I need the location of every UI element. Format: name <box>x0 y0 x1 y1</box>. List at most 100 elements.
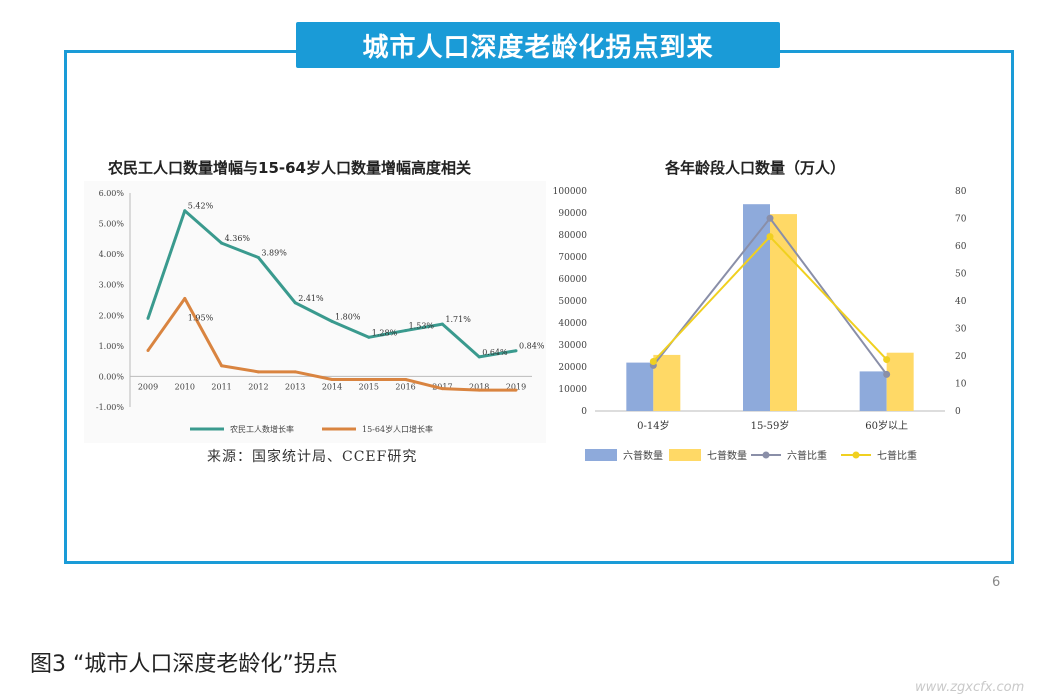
figure-caption: 图3 “城市人口深度老龄化”拐点 <box>30 652 338 677</box>
y2-tick-label: 70 <box>955 215 967 225</box>
y-tick-label: 5.00% <box>99 220 125 229</box>
left-chart-title: 农民工人口数量增幅与15-64岁人口数量增幅高度相关 <box>108 159 471 177</box>
source-note: 来源：国家统计局、CCEF研究 <box>207 449 418 465</box>
category-label: 60岁以上 <box>865 419 908 432</box>
y2-tick-label: 20 <box>955 352 967 362</box>
y-tick-label: 30000 <box>558 341 587 351</box>
y-tick-label: -1.00% <box>96 403 125 412</box>
x-tick-label: 2016 <box>395 382 415 391</box>
y2-tick-label: 50 <box>955 270 967 280</box>
y-tick-label: 20000 <box>558 363 587 373</box>
y2-tick-label: 80 <box>955 187 967 197</box>
y-tick-label: 70000 <box>558 253 587 263</box>
data-point <box>146 348 150 352</box>
x-tick-label: 2011 <box>211 382 231 391</box>
ratio-marker <box>883 356 891 364</box>
ratio-marker <box>766 214 774 222</box>
data-point <box>293 370 297 374</box>
data-point <box>146 316 150 320</box>
bar <box>886 352 914 411</box>
category-label: 15-59岁 <box>751 419 790 432</box>
data-label: 1.71% <box>445 315 471 324</box>
legend-swatch <box>669 449 701 461</box>
data-label: 0.64% <box>482 348 508 357</box>
ratio-marker <box>883 370 891 378</box>
bar <box>859 371 887 411</box>
data-point <box>404 329 408 333</box>
data-point <box>477 355 481 359</box>
data-point <box>330 377 334 381</box>
data-point <box>183 296 187 300</box>
data-label: 1.80% <box>335 312 361 321</box>
data-label: 1.28% <box>372 328 398 337</box>
data-point <box>440 322 444 326</box>
data-point <box>220 241 224 245</box>
population-bar-chart: 1000009000080000700006000050000400003000… <box>553 187 967 462</box>
y-tick-label: 4.00% <box>99 250 125 259</box>
x-tick-label: 2017 <box>432 382 452 391</box>
bar <box>743 204 770 411</box>
x-tick-label: 2012 <box>248 382 268 391</box>
growth-line-chart: 6.00% 5.00% 4.00% 3.00% 2.00% 1.00% 0.00% -1.00… <box>96 189 545 434</box>
y-tick-label: 0 <box>581 407 587 417</box>
y-tick-label: 80000 <box>558 231 587 241</box>
y-tick-label: 3.00% <box>99 281 125 290</box>
y-tick-label: 100000 <box>553 187 588 197</box>
y-tick-label: 6.00% <box>99 189 125 198</box>
legend-label: 15-64岁人口增长率 <box>362 424 433 434</box>
right-chart-title: 各年龄段人口数量（万人） <box>665 159 846 177</box>
legend-label: 六普数量 <box>623 449 663 462</box>
y-tick-label: 60000 <box>558 275 587 285</box>
data-point <box>256 256 260 260</box>
y2-tick-label: 10 <box>955 380 967 390</box>
x-tick-label: 2009 <box>138 382 158 391</box>
data-point <box>256 370 260 374</box>
y-tick-label: 90000 <box>558 209 587 219</box>
y-tick-label: 0.00% <box>99 372 125 381</box>
legend-label: 七普比重 <box>877 449 917 462</box>
y-tick-label: 2.00% <box>99 311 125 320</box>
data-label: 5.42% <box>188 202 214 211</box>
legend-label: 农民工人数增长率 <box>230 424 294 434</box>
data-point <box>514 388 518 392</box>
bar <box>770 214 797 411</box>
y2-tick-label: 30 <box>955 325 967 335</box>
data-label: 4.36% <box>225 234 251 243</box>
data-point <box>367 377 371 381</box>
bar <box>626 362 654 411</box>
x-tick-label: 2019 <box>506 382 526 391</box>
data-point <box>477 388 481 392</box>
data-point <box>220 364 224 368</box>
x-tick-label: 2013 <box>285 382 305 391</box>
x-tick-label: 2018 <box>469 382 489 391</box>
y2-tick-label: 0 <box>955 407 961 417</box>
page-number: 6 <box>992 575 1001 590</box>
data-label: 3.89% <box>261 249 287 258</box>
data-point <box>293 301 297 305</box>
y2-tick-label: 60 <box>955 242 967 252</box>
legend-marker <box>852 451 860 459</box>
y-tick-label: 50000 <box>558 297 587 307</box>
legend-swatch <box>585 449 617 461</box>
legend-marker <box>762 451 770 459</box>
data-point <box>183 209 187 213</box>
x-tick-label: 2014 <box>322 382 342 391</box>
ratio-marker <box>766 233 774 241</box>
bar <box>653 354 681 411</box>
slide-title: 城市人口深度老龄化拐点到来 <box>296 22 780 68</box>
data-point <box>404 377 408 381</box>
data-point <box>330 319 334 323</box>
legend-label: 七普数量 <box>707 449 747 462</box>
y-tick-label: 1.00% <box>99 342 125 351</box>
y2-tick-label: 40 <box>955 297 967 307</box>
category-label: 0-14岁 <box>637 419 669 432</box>
watermark: www.zgxcfx.com <box>915 680 1025 695</box>
data-point <box>440 387 444 391</box>
x-tick-label: 2015 <box>359 382 379 391</box>
x-tick-label: 2010 <box>175 382 195 391</box>
data-point <box>514 349 518 353</box>
data-label: 2.41% <box>298 294 324 303</box>
data-label: 1.95% <box>188 313 214 322</box>
data-label: 1.53% <box>409 322 435 331</box>
data-label: 0.84% <box>519 342 545 351</box>
